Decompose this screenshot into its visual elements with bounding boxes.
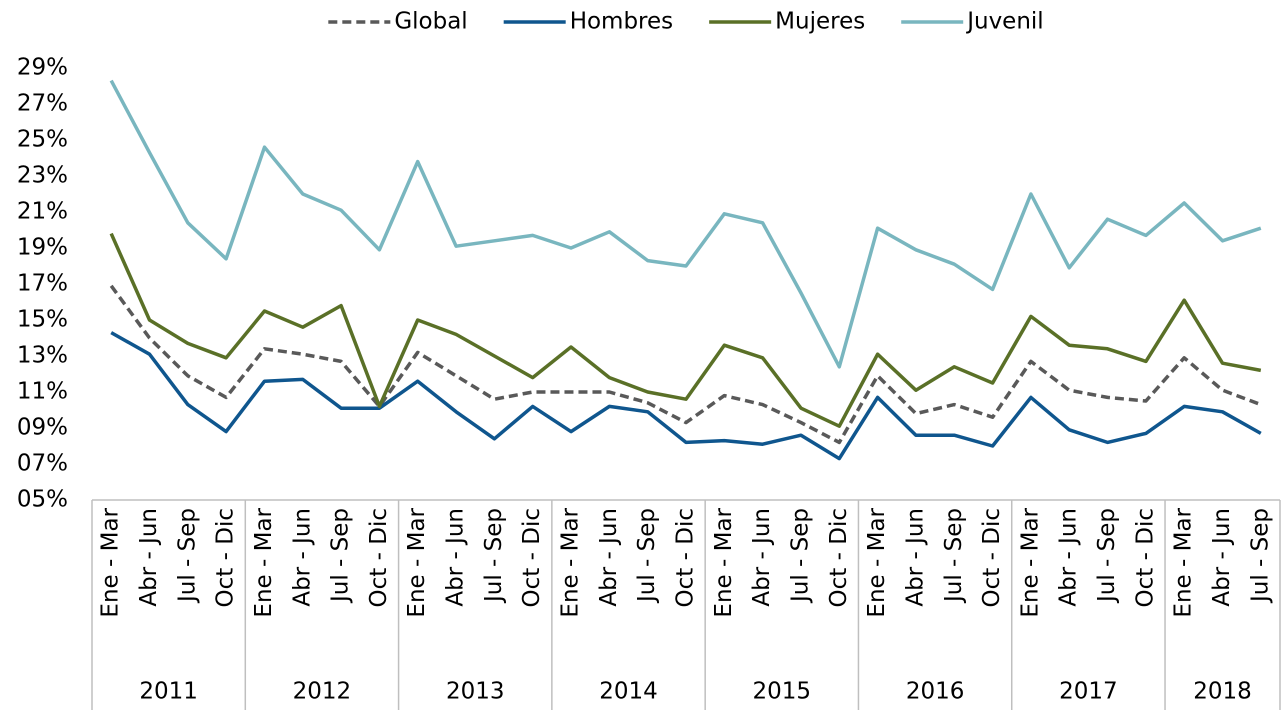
legend-label: Global	[394, 9, 467, 35]
x-tick-label: Oct - Dic	[213, 508, 239, 607]
y-tick-label: 27%	[17, 91, 68, 117]
x-tick-label: Jul - Sep	[481, 508, 507, 604]
x-tick-label: Jul - Sep	[1247, 508, 1273, 604]
series-line	[109, 232, 1262, 428]
x-tick-label: Abr - Jun	[443, 508, 469, 607]
x-tick-label: Oct - Dic	[826, 508, 852, 607]
x-tick-label: Jul - Sep	[328, 508, 354, 604]
y-tick-label: 07%	[17, 451, 68, 477]
y-tick-label: 09%	[17, 415, 68, 441]
x-tick-label: Oct - Dic	[979, 508, 1005, 607]
x-tick-label: Abr - Jun	[902, 508, 928, 607]
group-label: 2011	[139, 679, 198, 705]
x-tick-label: Jul - Sep	[787, 508, 813, 604]
x-tick-label: Abr - Jun	[1209, 508, 1235, 607]
y-tick-label: 13%	[17, 343, 68, 369]
series-line	[109, 79, 1262, 369]
legend-label: Juvenil	[965, 9, 1043, 35]
x-tick-label: Ene - Mar	[251, 507, 277, 617]
legend: Global Hombres Mujeres Juvenil	[328, 9, 1044, 35]
x-tick-label: Abr - Jun	[289, 508, 315, 607]
group-label: 2014	[599, 679, 658, 705]
group-label: 2013	[446, 679, 505, 705]
x-tick-label: Ene - Mar	[1171, 507, 1197, 617]
y-tick-label: 05%	[17, 487, 68, 513]
x-tick-label: Abr - Jun	[749, 508, 775, 607]
group-label: 2012	[293, 679, 352, 705]
legend-label: Mujeres	[775, 9, 865, 35]
group-label: 2017	[1059, 679, 1118, 705]
x-tick-label: Oct - Dic	[1132, 508, 1158, 607]
x-tick-label: Ene - Mar	[1017, 507, 1043, 617]
legend-label: Hombres	[570, 9, 673, 35]
group-label: 2015	[753, 679, 812, 705]
series-line	[110, 331, 1262, 461]
y-tick-label: 11%	[17, 379, 68, 405]
y-tick-label: 29%	[17, 55, 68, 81]
x-tick-label: Jul - Sep	[941, 508, 967, 604]
x-tick-label: Ene - Mar	[98, 507, 124, 617]
y-tick-label: 17%	[17, 271, 68, 297]
y-tick-label: 21%	[17, 199, 68, 225]
y-tick-label: 23%	[17, 163, 68, 189]
x-tick-label: Ene - Mar	[404, 507, 430, 617]
y-tick-label: 15%	[17, 307, 68, 333]
x-tick-label: Jul - Sep	[174, 508, 200, 604]
group-label: 2016	[906, 679, 965, 705]
x-tick-label: Ene - Mar	[558, 507, 584, 617]
series-line	[109, 284, 1262, 445]
x-tick-label: Abr - Jun	[136, 508, 162, 607]
x-tick-label: Oct - Dic	[519, 508, 545, 607]
group-label: 2018	[1193, 679, 1252, 705]
x-tick-label: Jul - Sep	[634, 508, 660, 604]
y-tick-label: 25%	[17, 127, 68, 153]
x-tick-label: Oct - Dic	[673, 508, 699, 607]
x-tick-label: Ene - Mar	[864, 507, 890, 617]
x-tick-label: Ene - Mar	[711, 507, 737, 617]
x-tick-label: Jul - Sep	[1094, 508, 1120, 604]
x-tick-label: Abr - Jun	[1056, 508, 1082, 607]
x-tick-label: Oct - Dic	[366, 508, 392, 607]
x-tick-label: Abr - Jun	[596, 508, 622, 607]
y-tick-label: 19%	[17, 235, 68, 261]
